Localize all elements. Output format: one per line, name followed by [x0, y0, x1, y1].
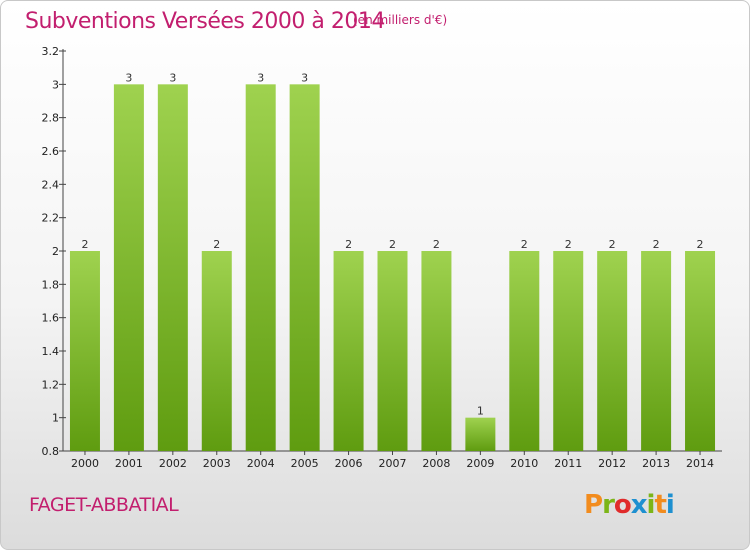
y-tick-label: 1.4 [42, 345, 60, 358]
x-tick-label: 2008 [422, 457, 450, 470]
bar-value-label: 2 [609, 238, 616, 251]
bar-2008 [421, 251, 452, 451]
x-axis-ticks: 2000 2001 2002 2003 2004 2005 2006 2007 2008 2009… [71, 451, 714, 470]
unit-label: (en milliers d'€) [353, 13, 448, 27]
x-tick-label: 2005 [291, 457, 319, 470]
logo-letter: t [654, 490, 666, 520]
bar-value-label: 2 [653, 238, 660, 251]
logo-letter: i [646, 490, 656, 520]
y-tick-label: 2 [52, 245, 59, 258]
commune-name: FAGET-ABBATIAL [29, 494, 179, 516]
bar-value-label: 2 [565, 238, 572, 251]
bar-2001 [113, 84, 144, 451]
y-tick-label: 1.6 [42, 312, 60, 325]
x-tick-label: 2001 [115, 457, 143, 470]
bar-value-label: 2 [389, 238, 396, 251]
logo-letter: r [602, 490, 615, 520]
bars [69, 84, 716, 451]
logo-letter: i [665, 490, 675, 520]
bar-value-label: 2 [521, 238, 528, 251]
bar-value-label: 2 [433, 238, 440, 251]
bar-value-label: 3 [125, 71, 132, 84]
bar-2014 [685, 251, 716, 451]
bar-value-labels: 2 3 3 2 3 3 2 2 2 1 2 2 2 2 2 [81, 71, 703, 417]
x-tick-label: 2004 [247, 457, 275, 470]
bar-2005 [289, 84, 320, 451]
x-tick-label: 2006 [335, 457, 363, 470]
bar-2011 [553, 251, 584, 451]
x-tick-label: 2013 [642, 457, 670, 470]
logo-letter: P [584, 490, 603, 520]
x-tick-label: 2012 [598, 457, 626, 470]
y-tick-label: 2.8 [42, 112, 60, 125]
chart-title: Subventions Versées 2000 à 2014 [25, 9, 385, 34]
y-tick-label: 3.2 [42, 45, 60, 58]
y-axis-ticks: 0.8 1 1.2 1.4 1.6 1.8 2 2.2 2.4 2.6 2.8 3 3.2 [42, 45, 66, 458]
bar-2002 [157, 84, 188, 451]
bar-value-label: 3 [257, 71, 264, 84]
bar-2006 [333, 251, 364, 451]
proxiti-logo[interactable]: Proxiti [584, 490, 675, 520]
bar-value-label: 2 [81, 238, 88, 251]
x-tick-label: 2014 [686, 457, 714, 470]
y-tick-label: 1.2 [42, 378, 60, 391]
y-tick-label: 2.2 [42, 212, 60, 225]
y-tick-label: 2.4 [42, 178, 60, 191]
bar-value-label: 2 [697, 238, 704, 251]
bar-2009 [465, 417, 496, 451]
bar-2000 [69, 251, 100, 451]
y-tick-label: 2.6 [42, 145, 60, 158]
bar-value-label: 2 [213, 238, 220, 251]
bar-value-label: 3 [301, 71, 308, 84]
x-tick-label: 2000 [71, 457, 99, 470]
y-tick-label: 1 [52, 412, 59, 425]
bar-2012 [597, 251, 628, 451]
logo-letter: o [613, 490, 632, 520]
x-tick-label: 2009 [466, 457, 494, 470]
bar-2007 [377, 251, 408, 451]
y-tick-label: 1.8 [42, 278, 60, 291]
logo-letter: x [630, 490, 648, 520]
x-tick-label: 2011 [554, 457, 582, 470]
bar-value-label: 1 [477, 405, 484, 418]
bar-2013 [641, 251, 672, 451]
bar-2004 [245, 84, 276, 451]
x-tick-label: 2003 [203, 457, 231, 470]
y-tick-label: 3 [52, 78, 59, 91]
y-tick-label: 0.8 [42, 445, 60, 458]
bar-value-label: 3 [169, 71, 176, 84]
bar-value-label: 2 [345, 238, 352, 251]
x-tick-label: 2002 [159, 457, 187, 470]
x-tick-label: 2010 [510, 457, 538, 470]
bar-2010 [509, 251, 540, 451]
bar-2003 [201, 251, 232, 451]
x-tick-label: 2007 [379, 457, 407, 470]
